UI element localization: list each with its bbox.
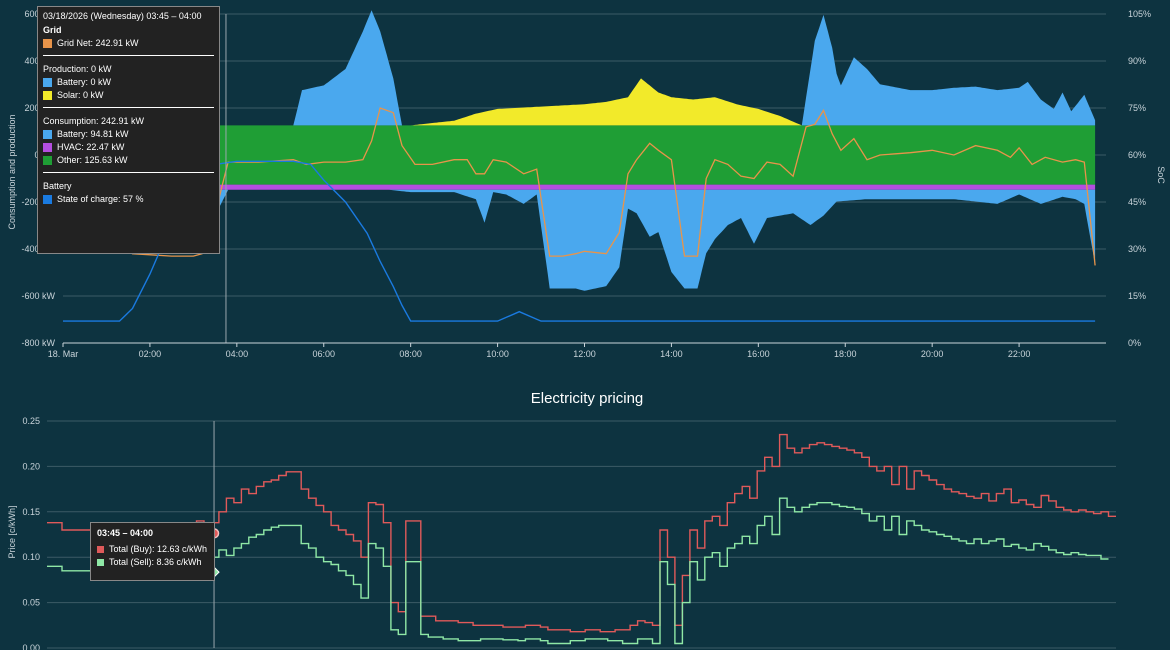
price-tooltip-sell: Total (Sell): 8.36 c/kWh (109, 557, 202, 567)
series-production-battery-area (63, 10, 1096, 126)
x-tick-label: 20:00 (921, 349, 944, 359)
tooltip-grid-net-row: Grid Net: 242.91 kW (43, 38, 214, 48)
tooltip-soc: State of charge: 57 % (57, 194, 144, 204)
price-tooltip-header: 03:45 – 04:00 (97, 528, 154, 538)
y2-tick-label: 30% (1128, 244, 1146, 254)
tooltip-cons-hvac-row: HVAC: 22.47 kW (43, 142, 214, 152)
x-tick-label: 18. Mar (48, 349, 79, 359)
tooltip-prod-solar: Solar: 0 kW (57, 90, 104, 100)
tooltip-separator (43, 55, 214, 56)
y-tick-label: 0.00 (22, 643, 40, 650)
x-tick-label: 10:00 (486, 349, 509, 359)
battery-swatch (43, 77, 52, 87)
other-swatch (43, 155, 52, 165)
y-tick-label: 0.25 (22, 416, 40, 426)
y-tick-label: 0.20 (22, 461, 40, 471)
sell-swatch (97, 558, 104, 566)
series-total-buy-line (47, 433, 1116, 633)
tooltip-prod-battery-row: Battery: 0 kW (43, 77, 214, 87)
y-tick-label: 0.10 (22, 552, 40, 562)
tooltip-consumption-title: Consumption: 242.91 kW (43, 116, 145, 126)
energy-y2-axis-title: SoC (1156, 166, 1166, 184)
tooltip-production-title: Production: 0 kW (43, 64, 112, 74)
price-axes: 0.00 0.05 0.10 0.15 0.20 0.25 (22, 416, 40, 650)
energy-tooltip: 03/18/2026 (Wednesday) 03:45 – 04:00 Gri… (37, 6, 220, 254)
tooltip-prod-solar-row: Solar: 0 kW (43, 90, 214, 100)
tooltip-grid-title: Grid (43, 25, 62, 35)
y2-tick-label: 75% (1128, 103, 1146, 113)
tooltip-cons-other: Other: 125.63 kW (57, 155, 128, 165)
series-grid-net-line (63, 107, 1096, 266)
price-chart-title: Electricity pricing (531, 390, 644, 407)
price-chart: Electricity pricing 0.00 0.05 0.10 0.15 0.20… (7, 390, 1116, 650)
series-soc-line (63, 160, 1096, 322)
energy-series (63, 10, 1096, 343)
x-tick-label: 02:00 (139, 349, 162, 359)
series-other-area (63, 125, 1096, 155)
price-y-axis-title: Price [c/kWh] (7, 505, 17, 558)
tooltip-soc-row: State of charge: 57 % (43, 194, 214, 204)
x-tick-label: 18:00 (834, 349, 857, 359)
y2-tick-label: 0% (1128, 338, 1141, 348)
price-tooltip-buy: Total (Buy): 12.63 c/kWh (109, 544, 208, 554)
tooltip-separator (43, 172, 214, 173)
x-tick-label: 04:00 (226, 349, 249, 359)
price-tooltip: 03:45 – 04:00 Total (Buy): 12.63 c/kWh T… (90, 522, 215, 581)
hvac-swatch (43, 142, 52, 152)
tooltip-cons-battery: Battery: 94.81 kW (57, 129, 129, 139)
y2-tick-label: 15% (1128, 291, 1146, 301)
buy-swatch (97, 545, 104, 553)
energy-chart: 600 kW400 kW200 kW0 kW-200 kW-400 kW-600… (7, 9, 1166, 359)
tooltip-prod-battery: Battery: 0 kW (57, 77, 112, 87)
soc-swatch (43, 194, 52, 204)
x-tick-label: 16:00 (747, 349, 770, 359)
solar-swatch (43, 90, 52, 100)
series-consumption-battery-area (63, 189, 1096, 291)
series-total-sell-line (47, 497, 1109, 645)
x-tick-label: 12:00 (573, 349, 596, 359)
price-tooltip-buy-row: Total (Buy): 12.63 c/kWh (97, 544, 208, 554)
battery-swatch (43, 129, 52, 139)
tooltip-grid-net: Grid Net: 242.91 kW (57, 38, 139, 48)
y-tick-label: -600 kW (21, 291, 55, 301)
energy-tooltip-header: 03/18/2026 (Wednesday) 03:45 – 04:00 (43, 11, 202, 21)
price-tooltip-sell-row: Total (Sell): 8.36 c/kWh (97, 557, 208, 567)
y2-tick-label: 90% (1128, 56, 1146, 66)
price-gridlines (47, 420, 1116, 649)
tooltip-battery-title: Battery (43, 181, 72, 191)
x-tick-label: 14:00 (660, 349, 683, 359)
energy-y-axis-title: Consumption and production (7, 114, 17, 229)
grid-net-swatch (43, 38, 52, 48)
y2-tick-label: 105% (1128, 9, 1151, 19)
y-tick-label: -800 kW (21, 338, 55, 348)
x-tick-label: 22:00 (1008, 349, 1031, 359)
tooltip-cons-other-row: Other: 125.63 kW (43, 155, 214, 165)
y2-tick-label: 60% (1128, 150, 1146, 160)
y-tick-label: 0.05 (22, 598, 40, 608)
tooltip-cons-battery-row: Battery: 94.81 kW (43, 129, 214, 139)
x-tick-label: 06:00 (312, 349, 335, 359)
x-tick-label: 08:00 (399, 349, 422, 359)
tooltip-cons-hvac: HVAC: 22.47 kW (57, 142, 125, 152)
y2-tick-label: 45% (1128, 197, 1146, 207)
y-tick-label: 0.15 (22, 507, 40, 517)
series-hvac-area (63, 184, 1096, 190)
tooltip-separator (43, 107, 214, 108)
